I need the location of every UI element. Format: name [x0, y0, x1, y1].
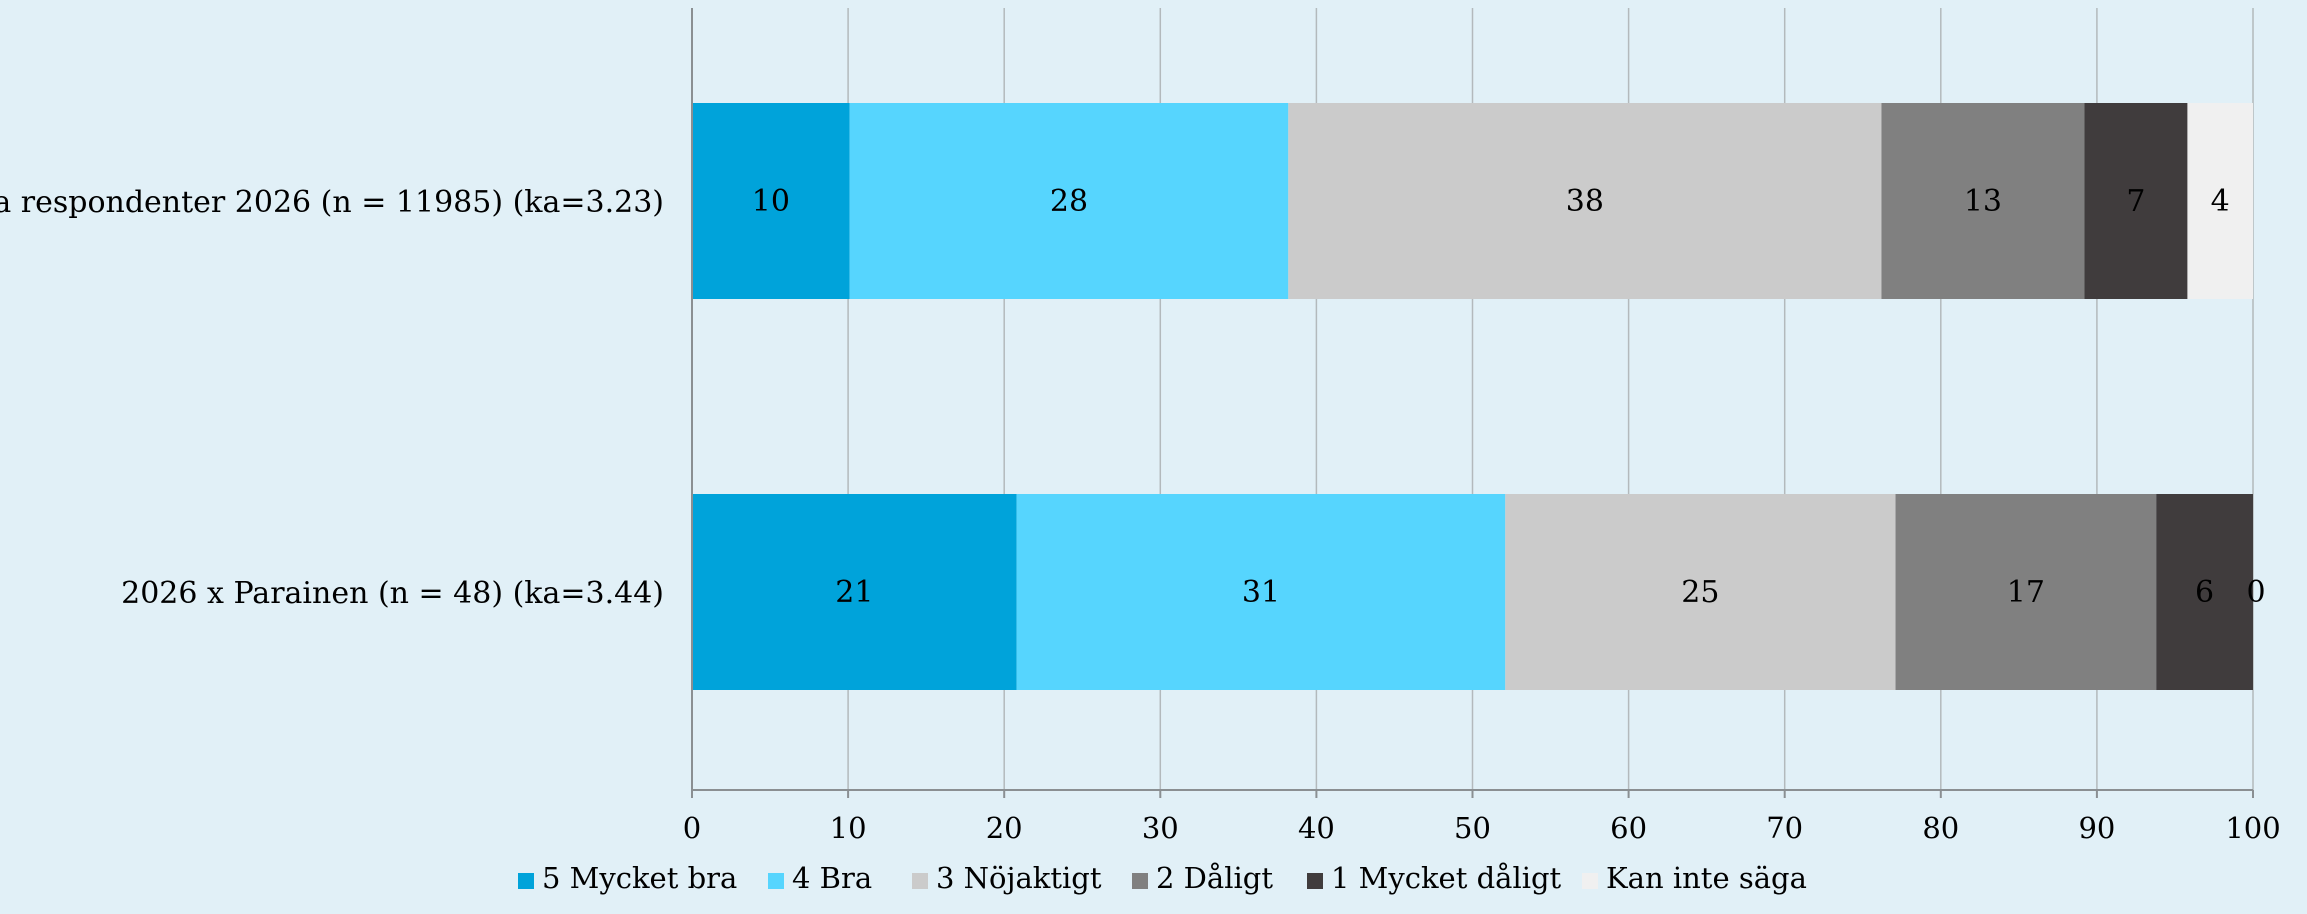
- legend-label: 2 Dåligt: [1156, 861, 1273, 895]
- bar-segment: [849, 103, 1289, 299]
- x-tick-label: 10: [830, 811, 867, 845]
- bar-segment: [1288, 103, 1882, 299]
- legend-swatch: [518, 873, 534, 889]
- data-label: 28: [1050, 184, 1088, 219]
- category-label: Alla respondenter 2026 (n = 11985) (ka=3…: [0, 185, 664, 220]
- x-tick-label: 0: [683, 811, 701, 845]
- legend-label: 3 Nöjaktigt: [936, 861, 1102, 895]
- bar-segment: [692, 494, 1017, 690]
- x-tick-label: 80: [1922, 811, 1959, 845]
- bar-segment: [2156, 494, 2253, 690]
- data-label: 17: [2007, 575, 2045, 610]
- x-tick-label: 70: [1766, 811, 1803, 845]
- data-label: 21: [835, 575, 873, 610]
- x-tick-label: 90: [2078, 811, 2115, 845]
- bar-segment: [1505, 494, 1896, 690]
- data-label: 7: [2126, 184, 2145, 219]
- data-label: 13: [1964, 184, 2002, 219]
- data-label: 38: [1566, 184, 1604, 219]
- x-tick-label: 60: [1610, 811, 1647, 845]
- x-tick-label: 100: [2225, 811, 2280, 845]
- legend-label: Kan inte säga: [1606, 861, 1807, 895]
- bar-segment: [1881, 103, 2085, 299]
- legend-label: 1 Mycket dåligt: [1331, 861, 1562, 895]
- bar-segment: [2187, 103, 2253, 299]
- x-tick-label: 40: [1298, 811, 1335, 845]
- legend-label: 4 Bra: [792, 861, 872, 895]
- legend-swatch: [912, 873, 928, 889]
- legend-swatch: [1307, 873, 1323, 889]
- legend-swatch: [1582, 873, 1598, 889]
- data-label: 6: [2195, 575, 2214, 610]
- data-label: 4: [2211, 184, 2230, 219]
- bar-segment: [1895, 494, 2157, 690]
- data-label: 25: [1681, 575, 1719, 610]
- data-label: 0: [2246, 575, 2265, 610]
- data-label: 31: [1242, 575, 1280, 610]
- legend-label: 5 Mycket bra: [542, 861, 737, 895]
- bar-segment: [1016, 494, 1506, 690]
- x-tick-label: 20: [986, 811, 1023, 845]
- legend-swatch: [1132, 873, 1148, 889]
- bar-segment: [692, 103, 850, 299]
- bar-segment: [2084, 103, 2188, 299]
- category-label: 2026 x Parainen (n = 48) (ka=3.44): [121, 576, 664, 611]
- legend-swatch: [768, 873, 784, 889]
- x-tick-label: 50: [1454, 811, 1491, 845]
- data-label: 10: [752, 184, 790, 219]
- x-tick-label: 30: [1142, 811, 1179, 845]
